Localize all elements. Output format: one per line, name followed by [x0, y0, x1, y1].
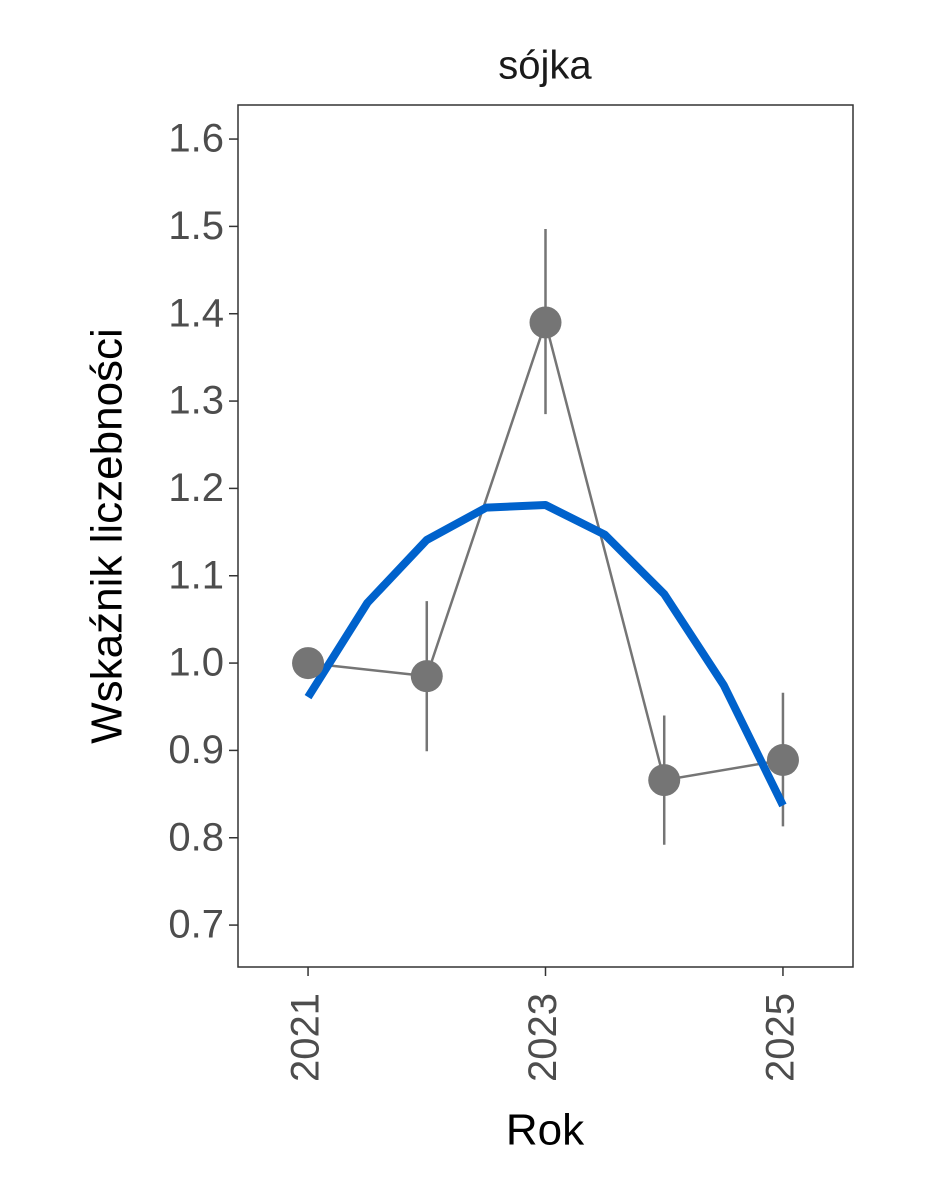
- y-tick-label: 0.8: [168, 815, 224, 859]
- x-tick-label: 2025: [759, 993, 803, 1082]
- y-tick-label: 1.1: [168, 553, 224, 597]
- data-point: [766, 744, 799, 777]
- data-point: [410, 660, 443, 693]
- x-axis-label: Rok: [506, 1106, 585, 1155]
- y-tick-label: 1.0: [168, 641, 224, 685]
- y-tick-label: 1.6: [168, 117, 224, 161]
- x-tick-label: 2021: [284, 993, 328, 1082]
- y-tick-label: 0.9: [168, 728, 224, 772]
- data-point: [292, 647, 325, 680]
- data-point: [529, 306, 562, 339]
- chart-title: sójka: [498, 44, 592, 88]
- x-tick-label: 2023: [521, 993, 565, 1082]
- y-tick-label: 1.3: [168, 379, 224, 423]
- y-tick-label: 1.2: [168, 466, 224, 510]
- y-axis-label: Wskaźnik liczebności: [83, 328, 132, 744]
- y-tick-label: 1.4: [168, 291, 224, 335]
- data-point: [648, 764, 681, 797]
- y-tick-label: 0.7: [168, 903, 224, 947]
- y-tick-label: 1.5: [168, 204, 224, 248]
- trend-line: [304, 500, 787, 808]
